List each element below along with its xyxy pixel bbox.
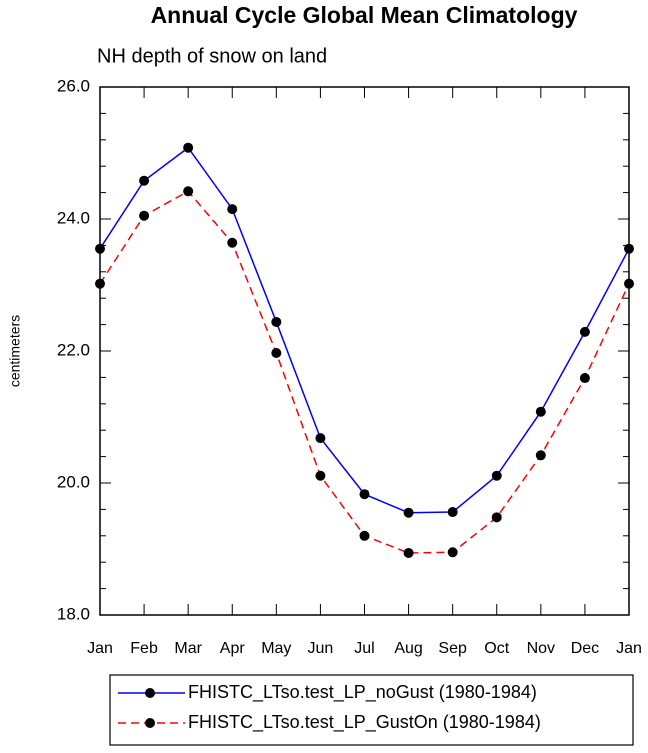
legend-marker bbox=[145, 718, 155, 728]
data-point bbox=[227, 237, 238, 248]
x-tick-label: Oct bbox=[484, 640, 509, 657]
data-point bbox=[271, 347, 282, 358]
data-point bbox=[95, 243, 105, 254]
data-point bbox=[183, 186, 194, 197]
data-point bbox=[535, 406, 546, 417]
x-tick-label: Jan bbox=[87, 640, 113, 657]
data-point bbox=[315, 470, 326, 481]
x-tick-label: Sep bbox=[438, 640, 467, 657]
legend-box bbox=[109, 674, 634, 746]
data-point bbox=[447, 507, 458, 518]
data-point bbox=[403, 507, 414, 518]
data-point bbox=[624, 243, 634, 254]
data-point bbox=[271, 316, 282, 327]
data-point bbox=[359, 530, 370, 541]
y-tick-label: 22.0 bbox=[57, 340, 90, 359]
data-point bbox=[359, 489, 370, 500]
chart-subtitle: NH depth of snow on land bbox=[97, 45, 327, 67]
data-point bbox=[579, 326, 590, 337]
data-point bbox=[139, 210, 150, 221]
x-tick-label: Jan bbox=[616, 640, 642, 657]
data-point bbox=[183, 142, 194, 153]
x-tick-label: Jul bbox=[354, 640, 374, 657]
data-point bbox=[95, 278, 105, 289]
x-tick-label: Apr bbox=[220, 640, 246, 657]
x-tick-label: May bbox=[261, 640, 291, 657]
data-point bbox=[447, 547, 458, 558]
chart-title: Annual Cycle Global Mean Climatology bbox=[151, 2, 578, 28]
data-point bbox=[315, 433, 326, 444]
data-point bbox=[579, 373, 590, 384]
x-tick-label: Aug bbox=[394, 640, 422, 657]
data-point bbox=[403, 547, 414, 558]
x-tick-label: Dec bbox=[571, 640, 599, 657]
legend-marker bbox=[145, 688, 155, 698]
data-point bbox=[227, 204, 238, 215]
x-tick-label: Nov bbox=[527, 640, 555, 657]
x-tick-label: Feb bbox=[130, 640, 158, 657]
y-tick-label: 24.0 bbox=[57, 208, 90, 227]
y-tick-label: 18.0 bbox=[57, 604, 90, 623]
x-tick-label: Jun bbox=[308, 640, 334, 657]
series-line bbox=[99, 146, 630, 514]
x-tick-label: Mar bbox=[174, 640, 202, 657]
data-point bbox=[491, 512, 502, 523]
legend-label: FHISTC_LTso.test_LP_GustOn (1980-1984) bbox=[188, 712, 541, 733]
y-axis-label: centimeters bbox=[7, 315, 23, 387]
data-point bbox=[624, 278, 634, 289]
data-point bbox=[491, 470, 502, 481]
y-tick-label: 26.0 bbox=[57, 76, 90, 95]
legend-label: FHISTC_LTso.test_LP_noGust (1980-1984) bbox=[188, 682, 537, 703]
y-tick-label: 20.0 bbox=[57, 472, 90, 491]
data-point bbox=[535, 450, 546, 461]
data-point bbox=[139, 175, 150, 186]
